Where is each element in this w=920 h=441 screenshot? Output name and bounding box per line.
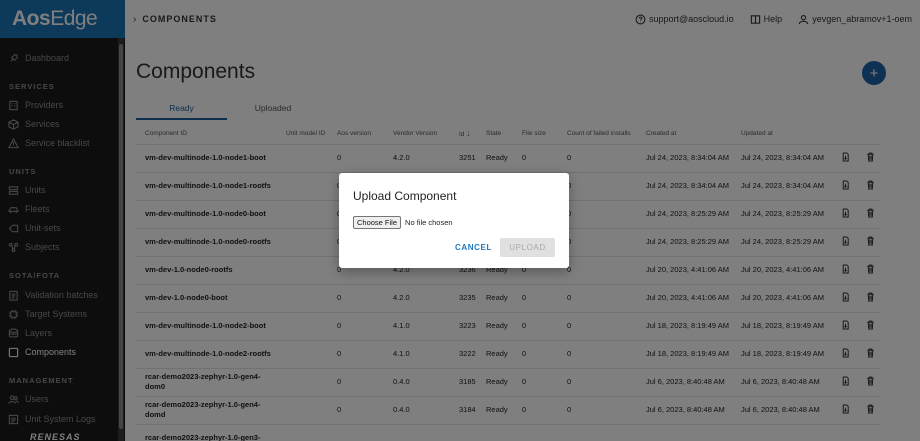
upload-button[interactable]: UPLOAD (500, 238, 555, 257)
choose-file-button[interactable]: Choose File (353, 216, 402, 229)
upload-component-dialog: Upload Component Choose File No file cho… (339, 173, 569, 268)
cancel-button[interactable]: CANCEL (455, 243, 492, 252)
file-status: No file chosen (405, 218, 453, 227)
file-input: Choose File No file chosen (353, 216, 453, 229)
dialog-title: Upload Component (353, 189, 457, 203)
